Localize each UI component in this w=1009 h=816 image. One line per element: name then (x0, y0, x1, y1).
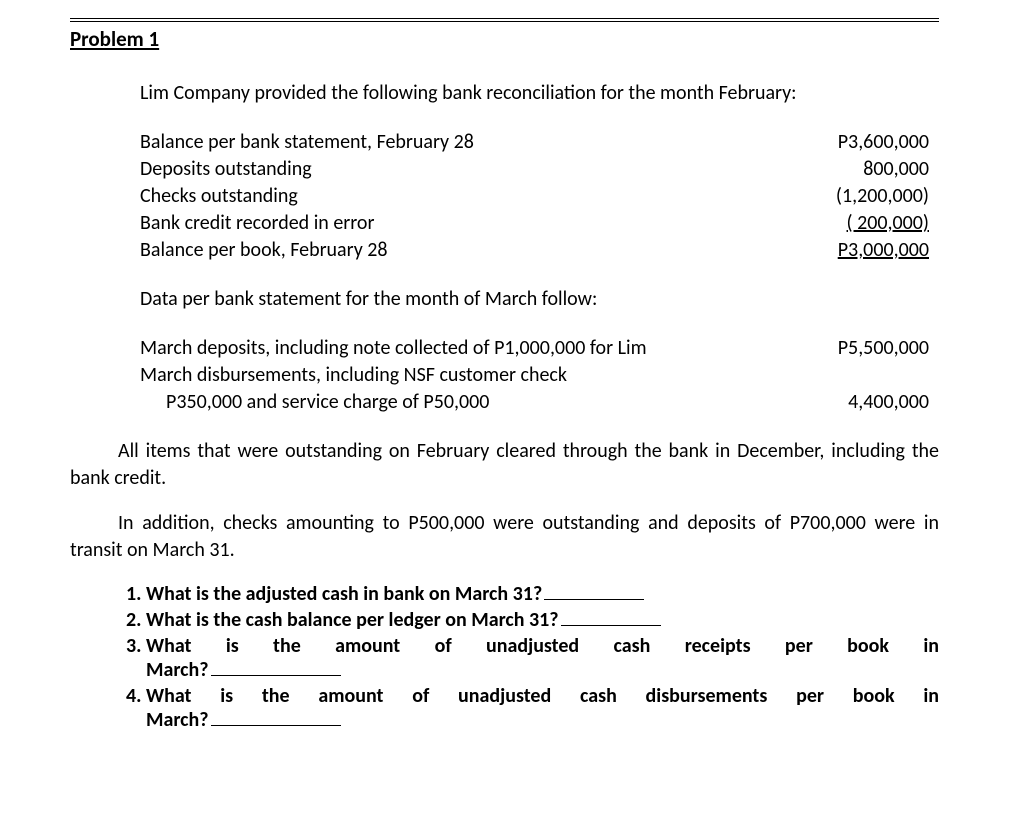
para-cleared: All items that were outstanding on Febru… (70, 438, 939, 492)
recon-label: Balance per bank statement, February 28 (140, 129, 769, 156)
recon-value: (1,200,000) (769, 183, 929, 210)
march-label: March disbursements, including NSF custo… (140, 362, 769, 389)
page-container: Problem 1 Lim Company provided the follo… (0, 0, 1009, 764)
march-row: March disbursements, including NSF custo… (140, 362, 929, 389)
recon-row: Bank credit recorded in error ( 200,000) (140, 210, 929, 237)
question-text: What is the amount of unadjusted cash re… (146, 634, 939, 658)
recon-label: Deposits outstanding (140, 156, 769, 183)
recon-value: P3,000,000 (769, 237, 929, 264)
recon-row: Balance per book, February 28 P3,000,000 (140, 237, 929, 264)
problem-body: Lim Company provided the following bank … (70, 80, 939, 438)
march-label: March deposits, including note collected… (140, 335, 769, 362)
problem-title: Problem 1 (70, 26, 939, 52)
march-value: P5,500,000 (769, 335, 929, 362)
answer-blank (211, 675, 341, 676)
answer-blank (211, 725, 341, 726)
recon-value: ( 200,000) (769, 210, 929, 237)
march-row: P350,000 and service charge of P50,000 4… (140, 389, 929, 416)
answer-blank (544, 599, 644, 600)
recon-label: Balance per book, February 28 (140, 237, 769, 264)
march-row: March deposits, including note collected… (140, 335, 929, 362)
question-3: What is the amount of unadjusted cash re… (146, 634, 939, 682)
recon-value: 800,000 (769, 156, 929, 183)
para-outstanding: In addition, checks amounting to P500,00… (70, 510, 939, 564)
recon-row: Checks outstanding (1,200,000) (140, 183, 929, 210)
question-4: What is the amount of unadjusted cash di… (146, 684, 939, 732)
march-value: 4,400,000 (769, 389, 929, 416)
question-text: What is the amount of unadjusted cash di… (146, 684, 939, 708)
recon-row: Balance per bank statement, February 28 … (140, 129, 929, 156)
narrative-block: All items that were outstanding on Febru… (70, 438, 939, 564)
questions-block: What is the adjusted cash in bank on Mar… (70, 582, 939, 732)
question-text: What is the cash balance per ledger on M… (146, 608, 559, 632)
intro-text: Lim Company provided the following bank … (140, 80, 929, 107)
question-1: What is the adjusted cash in bank on Mar… (146, 582, 939, 606)
answer-blank (561, 625, 661, 626)
question-text: March? (146, 708, 209, 732)
march-label: P350,000 and service charge of P50,000 (140, 389, 769, 416)
recon-value: P3,600,000 (769, 129, 929, 156)
question-text: What is the adjusted cash in bank on Mar… (146, 582, 542, 606)
recon-row: Deposits outstanding 800,000 (140, 156, 929, 183)
march-value (769, 362, 929, 389)
recon-label: Bank credit recorded in error (140, 210, 769, 237)
top-rule (70, 18, 939, 22)
data-heading: Data per bank statement for the month of… (140, 286, 929, 313)
question-text: March? (146, 658, 209, 682)
recon-label: Checks outstanding (140, 183, 769, 210)
question-2: What is the cash balance per ledger on M… (146, 608, 939, 632)
